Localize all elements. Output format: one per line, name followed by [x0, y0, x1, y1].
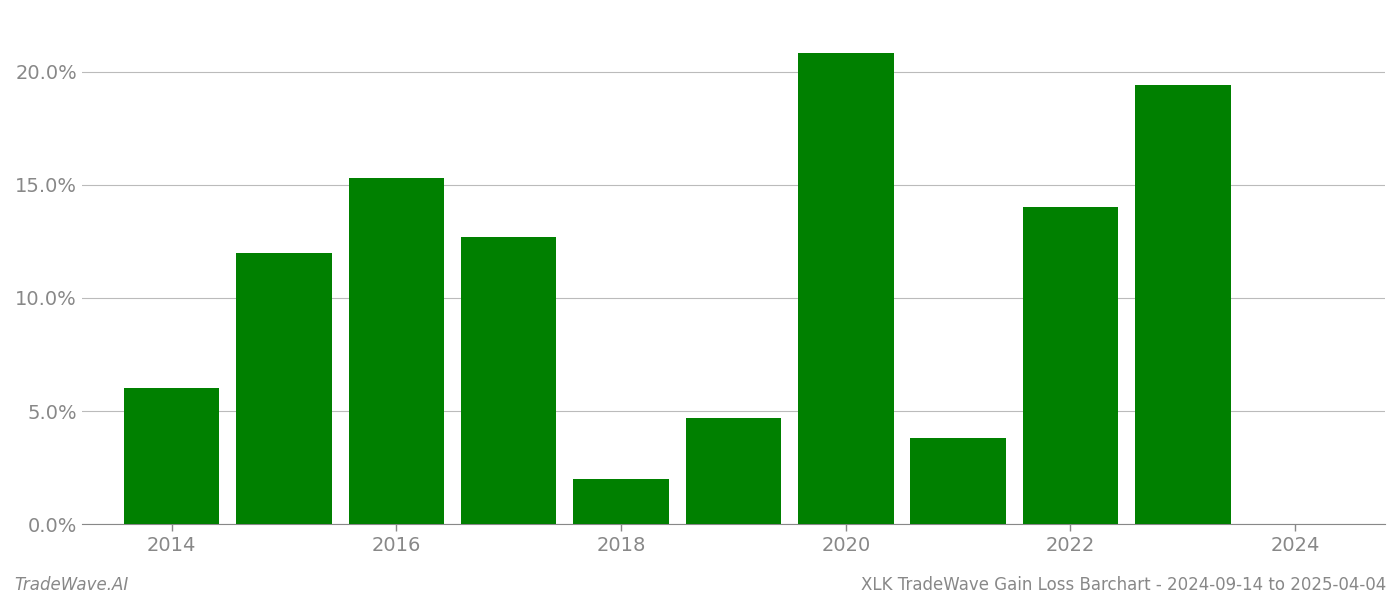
Bar	[574, 479, 669, 524]
Bar	[910, 438, 1005, 524]
Bar	[461, 237, 556, 524]
Bar	[1135, 85, 1231, 524]
Bar	[125, 388, 220, 524]
Bar	[1023, 208, 1119, 524]
Text: XLK TradeWave Gain Loss Barchart - 2024-09-14 to 2025-04-04: XLK TradeWave Gain Loss Barchart - 2024-…	[861, 576, 1386, 594]
Bar	[686, 418, 781, 524]
Bar	[237, 253, 332, 524]
Bar	[349, 178, 444, 524]
Text: TradeWave.AI: TradeWave.AI	[14, 576, 129, 594]
Bar	[798, 53, 893, 524]
